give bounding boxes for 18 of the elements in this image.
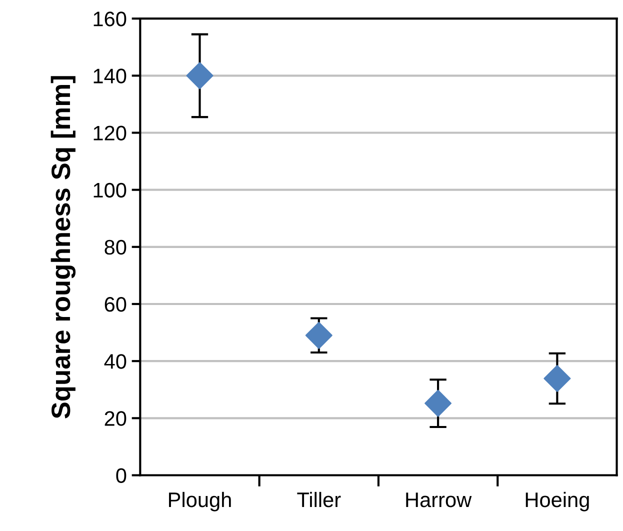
y-tick-label: 100: [94, 182, 126, 198]
y-tick-label: 80: [104, 240, 126, 255]
point: [186, 62, 214, 90]
point: [544, 364, 571, 392]
y-tick-label: 160: [94, 12, 126, 26]
x-tick-label: Harrow: [406, 492, 472, 508]
y-tick-label: 40: [104, 354, 126, 369]
point: [424, 390, 452, 417]
y-tick-label: 140: [94, 68, 126, 84]
x-tick-label: Hoeing: [526, 492, 589, 512]
point: [305, 322, 332, 349]
y-tick-label: 60: [104, 297, 126, 312]
y-tick-label: 0: [116, 468, 126, 483]
x-tick-label: Plough: [169, 492, 231, 512]
y-axis-title: Square roughness Sq [mm]: [50, 76, 76, 418]
y-tick-label: 120: [94, 126, 126, 141]
x-tick-label: Tiller: [297, 492, 341, 508]
y-tick-label: 20: [104, 411, 126, 426]
